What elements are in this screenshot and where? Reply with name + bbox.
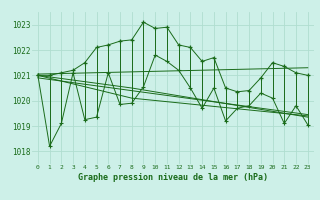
X-axis label: Graphe pression niveau de la mer (hPa): Graphe pression niveau de la mer (hPa) [78,173,268,182]
